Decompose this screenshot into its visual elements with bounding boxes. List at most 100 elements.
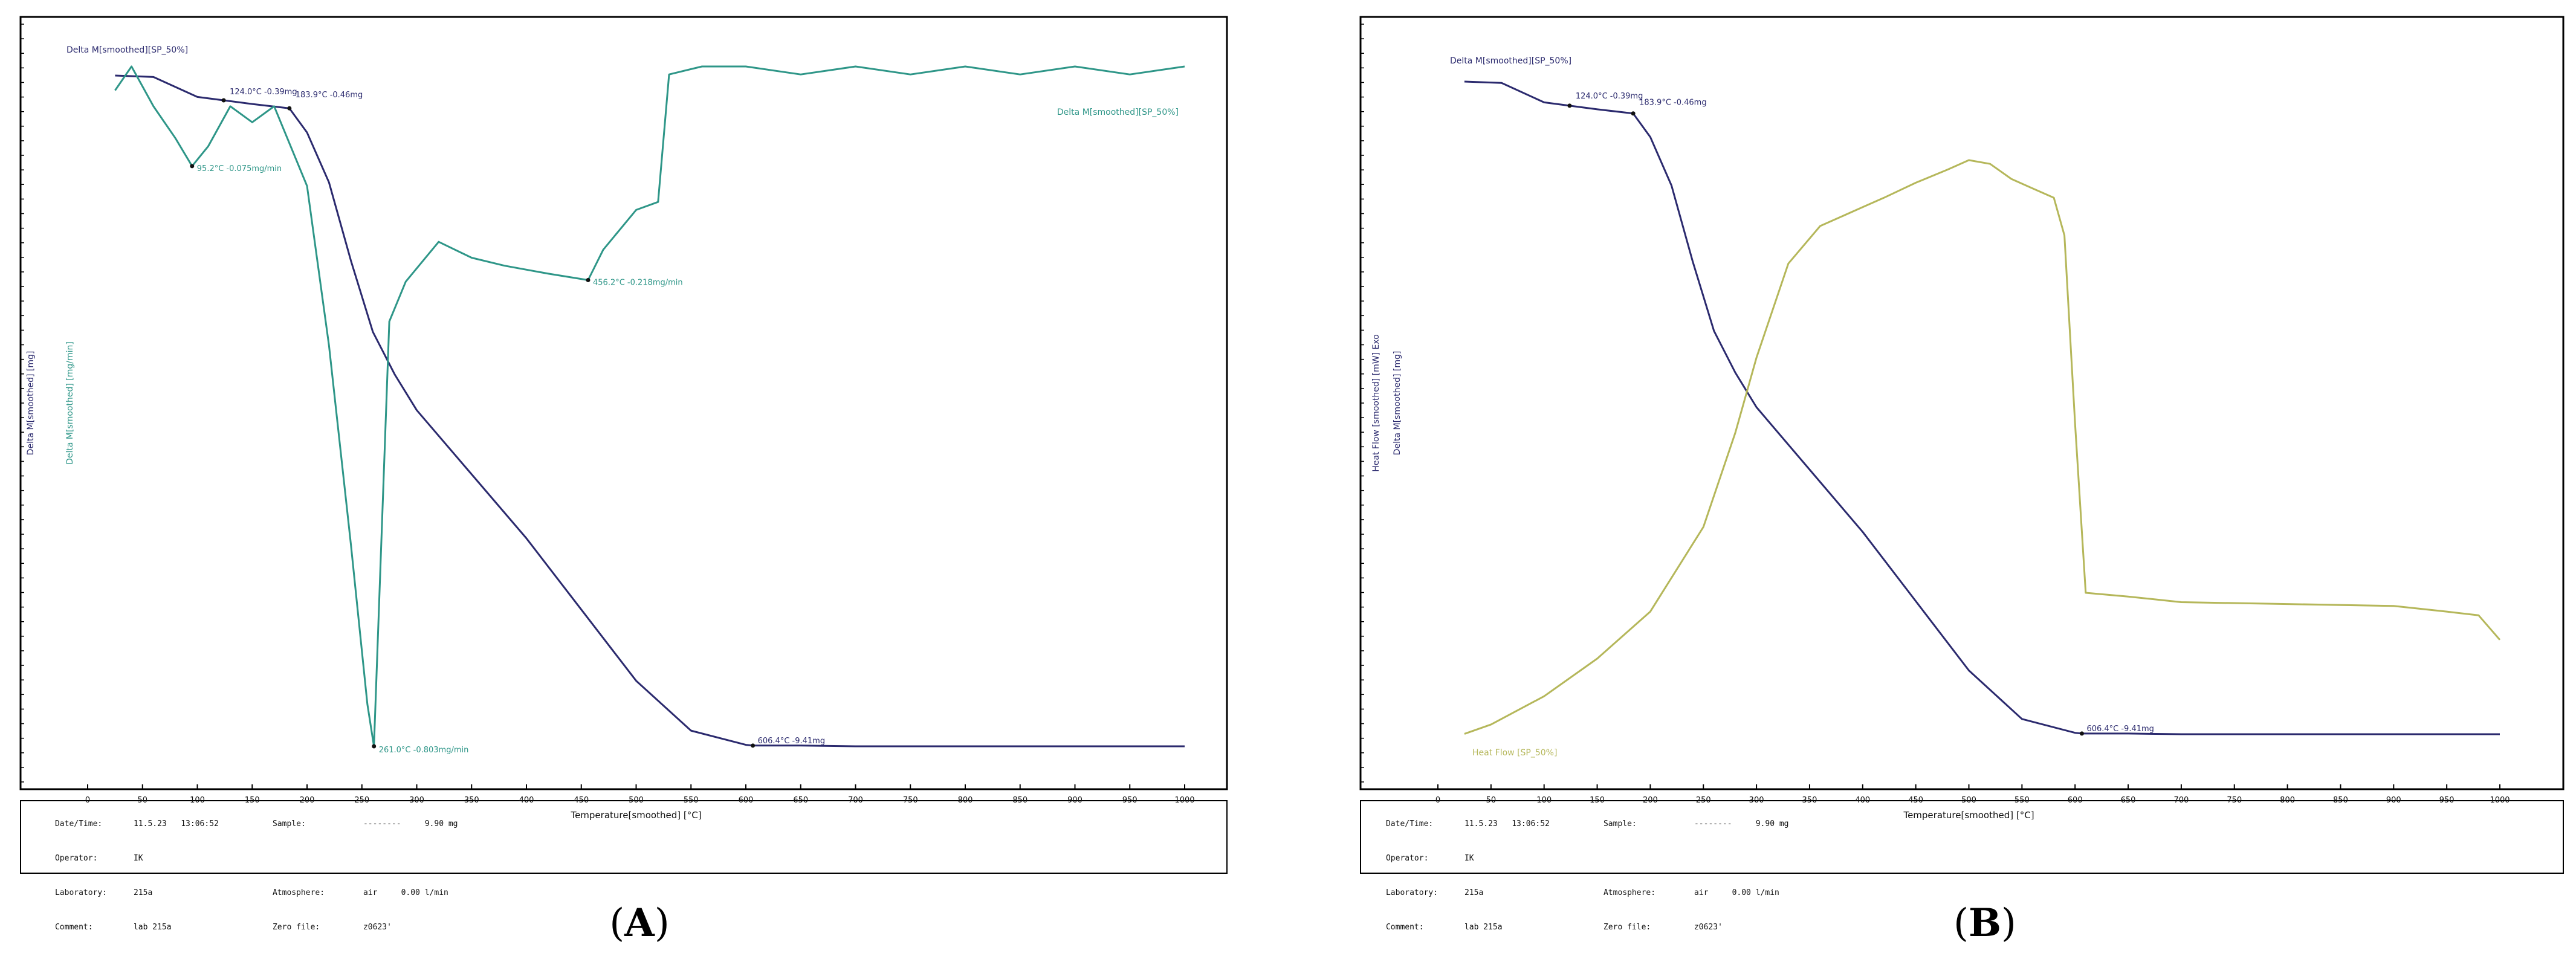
x-tick-label: 50 — [137, 796, 147, 805]
annotation-label: 124.0°C -0.39mg — [1576, 92, 1643, 101]
panel-a: 0 50 100 150 200 250 300 350 400 450 500 550 600 650 7… — [19, 16, 1228, 946]
info-box-a: Date/Time: 11.5.23 13:06:52 Sample: -------… — [27, 807, 458, 944]
x-tick-label: 750 — [2227, 796, 2242, 805]
x-tick-label: 50 — [1486, 796, 1497, 805]
plot-area-frame — [1360, 16, 2564, 790]
series-line-mass — [115, 74, 1185, 748]
laboratory-label: Laboratory: — [54, 888, 108, 897]
atmosphere-label: Atmosphere: — [272, 888, 325, 897]
x-tick-label: 300 — [409, 796, 424, 805]
operator-label: Operator: — [1385, 854, 1429, 863]
series-line-mass — [1464, 80, 2500, 735]
caption-a: (A) — [609, 900, 670, 946]
annotation-label: 183.9°C -0.46mg — [1639, 98, 1706, 108]
annotation-marker — [372, 744, 377, 749]
zero-file-value: z0623' — [1694, 923, 1723, 932]
annotation-label: 261.0°C -0.803mg/min — [379, 746, 469, 755]
x-tick-label: 450 — [1908, 796, 1923, 805]
x-tick-label: 600 — [739, 796, 754, 805]
tga-dtg-chart: 0 50 100 150 200 250 300 350 400 450 500 550 600 650 7… — [19, 16, 1228, 874]
x-tick-label: 700 — [848, 796, 863, 805]
x-axis-label: Temperature[smoothed] [°C] — [1903, 810, 2034, 821]
sample-value: -------- 9.90 mg — [1694, 819, 1789, 828]
annotation-marker — [221, 98, 226, 103]
tga-dsc-chart: 0 50 100 150 200 250 300 350 400 450 500 550 600 650 7… — [1359, 16, 2565, 874]
x-tick-label: 450 — [574, 796, 589, 805]
panel-b: 0 50 100 150 200 250 300 350 400 450 500 550 600 650 7… — [1288, 0, 2576, 959]
atmosphere-label: Atmosphere: — [1603, 888, 1656, 897]
zero-file-label: Zero file: — [1603, 923, 1651, 932]
operator-label: Operator: — [54, 854, 98, 863]
laboratory-value: 215a — [133, 888, 153, 897]
x-tick-label: 100 — [190, 796, 205, 805]
x-tick-label: 950 — [1122, 796, 1138, 805]
x-tick-label: 500 — [629, 796, 644, 805]
chart-frame — [1359, 16, 2565, 790]
x-tick-label: 200 — [300, 796, 315, 805]
annotation-label: 124.0°C -0.39mg — [230, 88, 297, 97]
series-name-label: Delta M[smoothed][SP_50%] — [1057, 108, 1179, 117]
annotation-label: 606.4°C -9.41mg — [758, 737, 825, 746]
x-tick-label: 350 — [464, 796, 479, 805]
series-name-label: Delta M[smoothed][SP_50%] — [66, 45, 188, 55]
annotation-marker — [190, 164, 195, 169]
annotation-marker — [2079, 731, 2084, 736]
x-tick-label: 550 — [2015, 796, 2030, 805]
x-tick-label: 650 — [2121, 796, 2136, 805]
x-tick-label: 100 — [1536, 796, 1552, 805]
x-tick-label: 600 — [2068, 796, 2083, 805]
x-tick-label: 950 — [2439, 796, 2455, 805]
annotation-marker — [751, 743, 756, 748]
operator-value: IK — [1464, 854, 1474, 863]
x-tick-label: 550 — [684, 796, 699, 805]
x-tick-label: 300 — [1749, 796, 1764, 805]
x-tick-label: 0 — [1435, 796, 1440, 805]
x-tick-label: 350 — [1802, 796, 1817, 805]
series-name-label: Delta M[smoothed][SP_50%] — [1450, 56, 1571, 66]
x-tick-label: 400 — [519, 796, 534, 805]
annotation-marker — [287, 106, 292, 111]
date-time-value: 11.5.23 13:06:52 — [1464, 819, 1550, 828]
x-tick-label: 400 — [1855, 796, 1870, 805]
sample-label: Sample: — [272, 819, 306, 828]
laboratory-value: 215a — [1464, 888, 1484, 897]
x-tick-label: 1000 — [2490, 796, 2510, 805]
atmosphere-value: air 0.00 l/min — [363, 888, 448, 897]
info-box-b: Date/Time: 11.5.23 13:06:52 Sample: -------… — [1358, 807, 1789, 944]
annotation-marker — [1631, 111, 1636, 116]
x-tick-label: 500 — [1961, 796, 1976, 805]
x-tick-label: 800 — [2280, 796, 2295, 805]
sample-label: Sample: — [1603, 819, 1637, 828]
sample-value: -------- 9.90 mg — [363, 819, 458, 828]
x-tick-label: 150 — [1590, 796, 1605, 805]
y-axis-label-left-2: Delta M[smoothed] [mg] — [1393, 351, 1402, 456]
series-line-heat-flow — [1464, 159, 2501, 735]
x-tick-label: 150 — [245, 796, 260, 805]
x-axis-label: Temperature[smoothed] [°C] — [570, 810, 701, 821]
chart-frame — [19, 16, 1228, 790]
series-line-dtg — [114, 65, 1185, 748]
x-tick-label: 250 — [354, 796, 369, 805]
x-tick-label: 850 — [1012, 796, 1027, 805]
comment-label: Comment: — [1385, 923, 1424, 932]
info-box-frame — [20, 800, 1228, 874]
caption-b: (B) — [1953, 900, 2017, 946]
annotation-label: 606.4°C -9.41mg — [2086, 725, 2154, 734]
date-time-label: Date/Time: — [1385, 819, 1434, 828]
date-time-value: 11.5.23 13:06:52 — [133, 819, 219, 828]
x-tick-label: 900 — [2386, 796, 2401, 805]
series-name-label: Heat Flow [SP_50%] — [1472, 748, 1557, 758]
annotation-label: 456.2°C -0.218mg/min — [593, 278, 683, 287]
comment-value: lab 215a — [1464, 923, 1503, 932]
date-time-label: Date/Time: — [54, 819, 103, 828]
x-tick-label: 200 — [1643, 796, 1658, 805]
annotation-label: 183.9°C -0.46mg — [296, 91, 363, 100]
x-tick-label: 850 — [2333, 796, 2348, 805]
comment-value: lab 215a — [133, 923, 172, 932]
laboratory-label: Laboratory: — [1385, 888, 1438, 897]
x-tick-label: 1000 — [1174, 796, 1194, 805]
zero-file-value: z0623' — [363, 923, 392, 932]
y-axis-label-left: Heat Flow [smoothed] [mW] Exo — [1371, 334, 1381, 472]
annotation-marker — [1567, 103, 1572, 108]
atmosphere-value: air 0.00 l/min — [1694, 888, 1779, 897]
